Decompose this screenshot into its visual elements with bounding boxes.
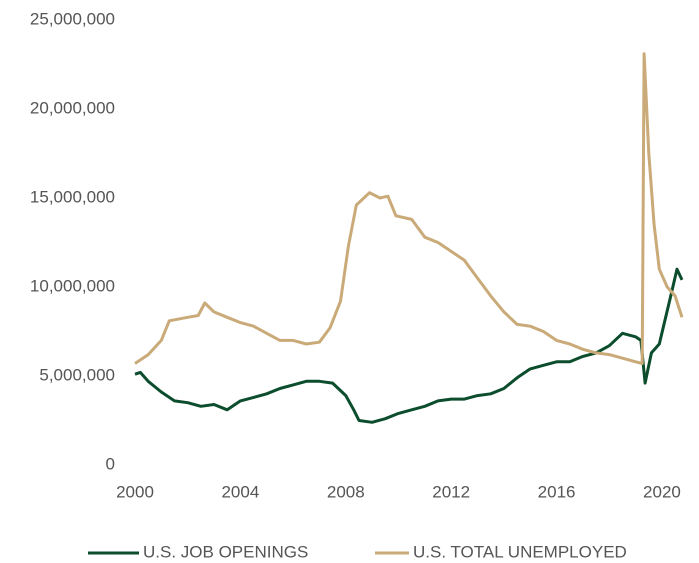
x-tick-label: 2004 <box>221 482 259 501</box>
x-tick-label: 2008 <box>327 482 365 501</box>
y-tick-label: 25,000,000 <box>30 9 115 28</box>
legend-label: U.S. JOB OPENINGS <box>143 542 308 561</box>
x-tick-label: 2000 <box>116 482 154 501</box>
y-tick-label: 15,000,000 <box>30 187 115 206</box>
line-series <box>134 267 684 424</box>
legend-label: U.S. TOTAL UNEMPLOYED <box>413 542 627 561</box>
y-tick-label: 0 <box>106 454 115 473</box>
x-tick-label: 2012 <box>432 482 470 501</box>
x-tick-label: 2020 <box>643 482 681 501</box>
y-tick-label: 20,000,000 <box>30 98 115 117</box>
x-tick-label: 2016 <box>538 482 576 501</box>
line-series <box>134 52 684 365</box>
y-tick-label: 10,000,000 <box>30 276 115 295</box>
y-tick-label: 5,000,000 <box>39 365 115 384</box>
